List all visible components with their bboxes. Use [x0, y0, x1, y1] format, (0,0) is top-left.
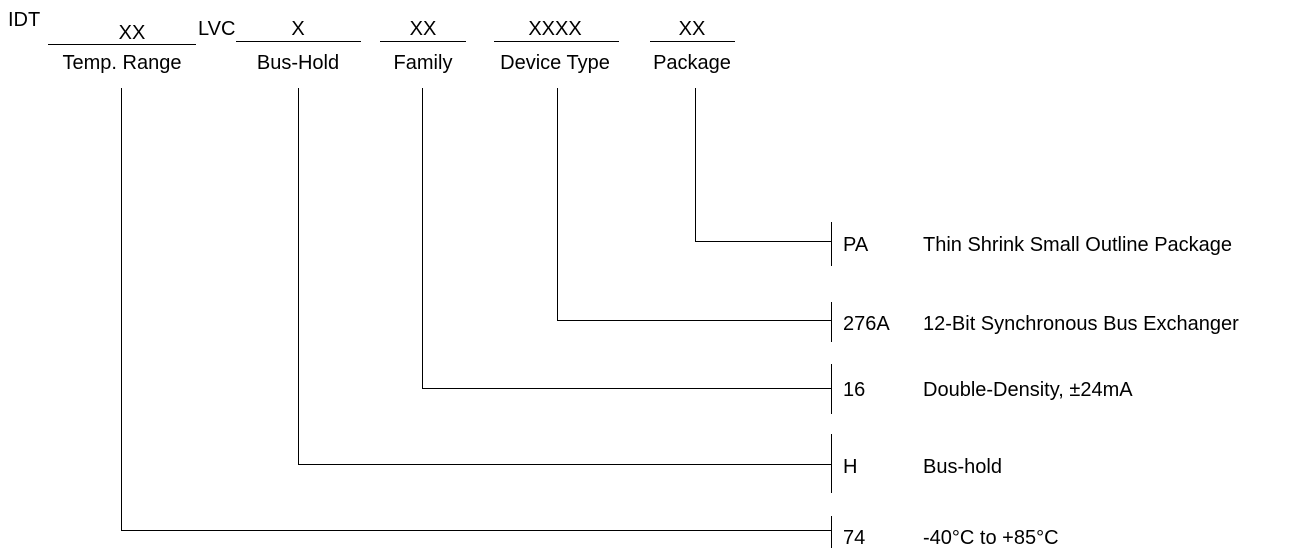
field-underline-device-type	[494, 41, 619, 42]
connector-family-horizontal	[422, 388, 831, 389]
option-bracket-device-type	[831, 302, 832, 342]
field-underline-bus-hold	[236, 41, 361, 42]
prefix-text: IDT	[8, 9, 41, 31]
option-code-family: 16	[843, 379, 866, 401]
connector-package-horizontal	[695, 241, 831, 242]
field-underline-package	[650, 41, 735, 42]
connector-bus-hold-horizontal	[298, 464, 831, 465]
option-bracket-temp-range	[831, 516, 832, 548]
connector-bus-hold-vertical	[298, 88, 299, 465]
separator-text: LVC	[198, 18, 236, 40]
field-label-bus-hold: Bus-Hold	[256, 52, 340, 74]
connector-device-type-vertical	[557, 88, 558, 321]
field-code-device-type: XXXX	[528, 18, 582, 40]
option-bracket-package	[831, 222, 832, 266]
option-code-package: PA	[843, 234, 869, 256]
field-underline-family	[380, 41, 466, 42]
field-code-bus-hold: X	[291, 18, 305, 40]
field-underline-temp-range	[48, 44, 196, 45]
option-description-family: Double-Density, ±24mA	[923, 379, 1133, 401]
connector-device-type-horizontal	[557, 320, 831, 321]
field-label-family: Family	[393, 52, 453, 74]
option-bracket-bus-hold	[831, 434, 832, 493]
field-label-package: Package	[653, 52, 731, 74]
option-code-temp-range: 74	[843, 527, 866, 549]
option-description-bus-hold: Bus-hold	[923, 456, 1002, 478]
connector-temp-range-horizontal	[121, 530, 831, 531]
option-code-device-type: 276A	[843, 313, 890, 335]
field-label-device-type: Device Type	[500, 52, 610, 74]
connector-family-vertical	[422, 88, 423, 389]
field-code-family: XX	[409, 18, 437, 40]
option-description-temp-range: -40°C to +85°C	[923, 527, 1059, 549]
field-code-temp-range: XX	[118, 22, 146, 44]
option-description-device-type: 12-Bit Synchronous Bus Exchanger	[923, 313, 1239, 335]
connector-temp-range-vertical	[121, 88, 122, 531]
field-label-temp-range: Temp. Range	[62, 52, 182, 74]
connector-package-vertical	[695, 88, 696, 242]
field-code-package: XX	[678, 18, 706, 40]
option-bracket-family	[831, 364, 832, 414]
option-code-bus-hold: H	[843, 456, 858, 478]
option-description-package: Thin Shrink Small Outline Package	[923, 234, 1233, 256]
